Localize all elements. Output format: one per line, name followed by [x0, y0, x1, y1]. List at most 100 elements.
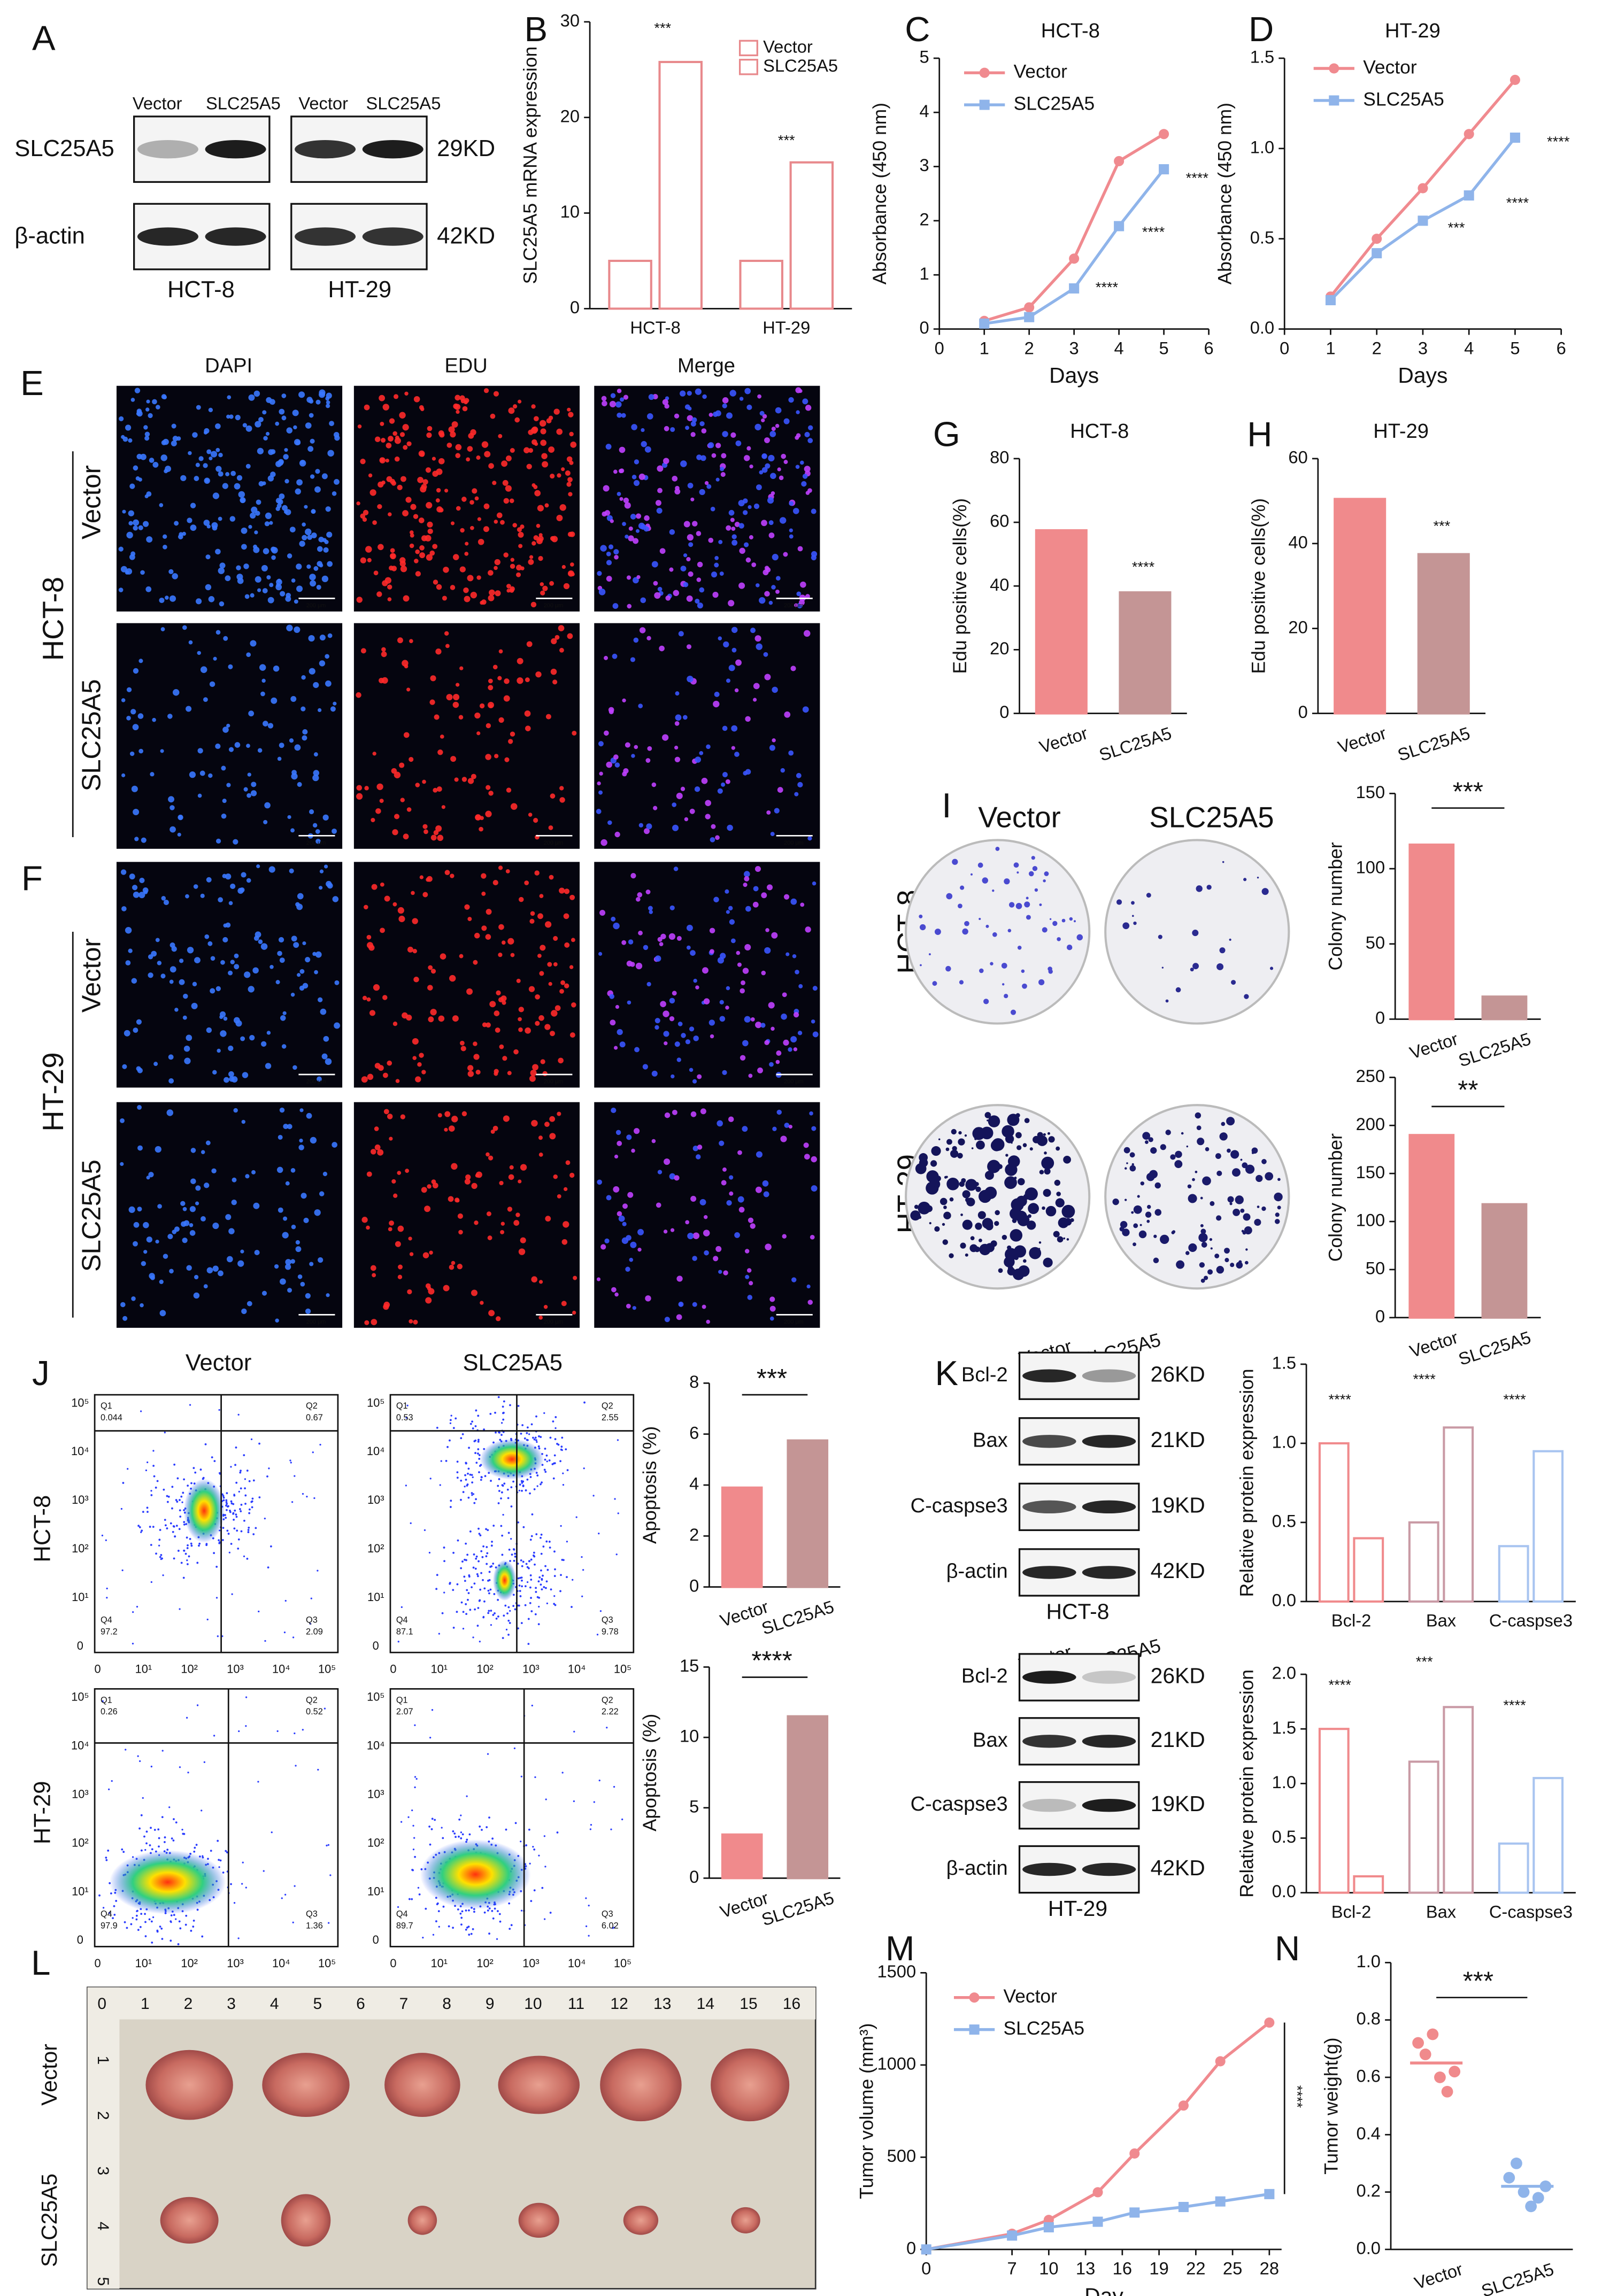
protein-label: C-caspse3 [911, 1792, 1008, 1815]
event [477, 1439, 480, 1441]
cell-dot [614, 1154, 619, 1159]
cell-dot [621, 940, 627, 945]
cell-dot [324, 864, 328, 869]
cell-dot [564, 983, 569, 988]
event [234, 1509, 236, 1512]
event [571, 1606, 573, 1608]
cell-dot [464, 904, 470, 910]
cell-dot [286, 427, 292, 434]
cell-dot [719, 1000, 724, 1004]
cell-dot [550, 474, 555, 479]
cell-dot [225, 575, 231, 582]
cell-dot [167, 1234, 173, 1240]
cell-dot [467, 1071, 474, 1077]
colony [1112, 1199, 1119, 1205]
event [136, 1605, 138, 1608]
cell-dot [495, 590, 501, 597]
cell-dot [448, 426, 455, 433]
event [449, 1439, 451, 1442]
cell-dot [548, 825, 553, 830]
ruler-label: 2 [184, 1995, 193, 2013]
quadrant-value: 9.78 [602, 1627, 619, 1636]
cell-dot [400, 566, 407, 573]
cell-dot [628, 526, 633, 531]
cell-dot [234, 483, 241, 490]
event [412, 1825, 414, 1827]
cell-dot [186, 706, 192, 712]
event [514, 1822, 517, 1825]
event [312, 1451, 314, 1454]
cell-dot [307, 535, 313, 540]
event [472, 1427, 474, 1429]
event [136, 1910, 138, 1912]
cell-dot [280, 1278, 286, 1285]
cell-dot [218, 471, 224, 477]
cell-dot [615, 401, 622, 408]
cell-dot [393, 1193, 398, 1198]
cell-dot [208, 773, 213, 778]
cell-dot [486, 785, 491, 790]
cell-dot [196, 405, 201, 410]
cell-dot [651, 782, 657, 787]
colony [1028, 871, 1034, 877]
cell-dot [638, 473, 645, 480]
colony [957, 1153, 963, 1159]
cell-dot [788, 1125, 792, 1129]
event [171, 1837, 173, 1840]
cell-dot [680, 566, 687, 572]
colony [1029, 1247, 1042, 1259]
colony [978, 1238, 982, 1242]
cell-dot [367, 558, 372, 562]
cell-dot [686, 644, 692, 650]
event [137, 1929, 140, 1931]
ruler-label: 16 [783, 1995, 800, 2013]
cell-dot [761, 970, 766, 976]
event [231, 1593, 233, 1595]
cell-dot [563, 913, 569, 919]
cell-dot [168, 1078, 174, 1084]
cell-dot [194, 957, 201, 964]
cell-dot [531, 404, 536, 409]
cell-dot [178, 815, 183, 820]
cell-dot [203, 697, 208, 702]
point [1419, 2048, 1431, 2060]
cell-dot [294, 599, 298, 604]
event [475, 1555, 478, 1558]
cell-dot [403, 833, 409, 840]
legend-marker [969, 2024, 980, 2035]
cell-dot [804, 466, 811, 473]
cell-dot [137, 1207, 142, 1212]
cell-dot [413, 396, 420, 403]
event [164, 1519, 166, 1521]
cell-dot [122, 436, 128, 442]
column-header: SLC25A5 [1149, 801, 1274, 834]
cell-dot [461, 497, 467, 502]
group-label: SLC25A5 [77, 679, 106, 791]
cell-dot [617, 492, 621, 496]
colony [1018, 1265, 1030, 1277]
x-tick-label: 6 [1204, 338, 1214, 358]
marker [1129, 2148, 1140, 2159]
event [423, 1529, 426, 1532]
event [461, 1833, 464, 1836]
cell-dot [730, 517, 735, 522]
cell-dot [370, 1149, 376, 1155]
column-header: SLC25A5 [463, 1350, 562, 1375]
event [201, 1935, 204, 1938]
y-tick-label: 0 [689, 1867, 699, 1887]
event [126, 1927, 128, 1929]
event [175, 1821, 178, 1824]
event [411, 1898, 413, 1900]
cell-dot [709, 927, 715, 934]
cell-dot [418, 517, 425, 523]
cell-dot [409, 1252, 414, 1256]
cell-dot [561, 467, 565, 471]
cell-dot [295, 1246, 302, 1253]
event [528, 1560, 530, 1563]
cell-dot [461, 1111, 467, 1117]
cell-dot [174, 1226, 180, 1232]
cell-dot [761, 453, 767, 459]
cell-dot [771, 585, 776, 590]
cell-dot [188, 451, 192, 455]
protein-label: β-actin [14, 223, 85, 249]
